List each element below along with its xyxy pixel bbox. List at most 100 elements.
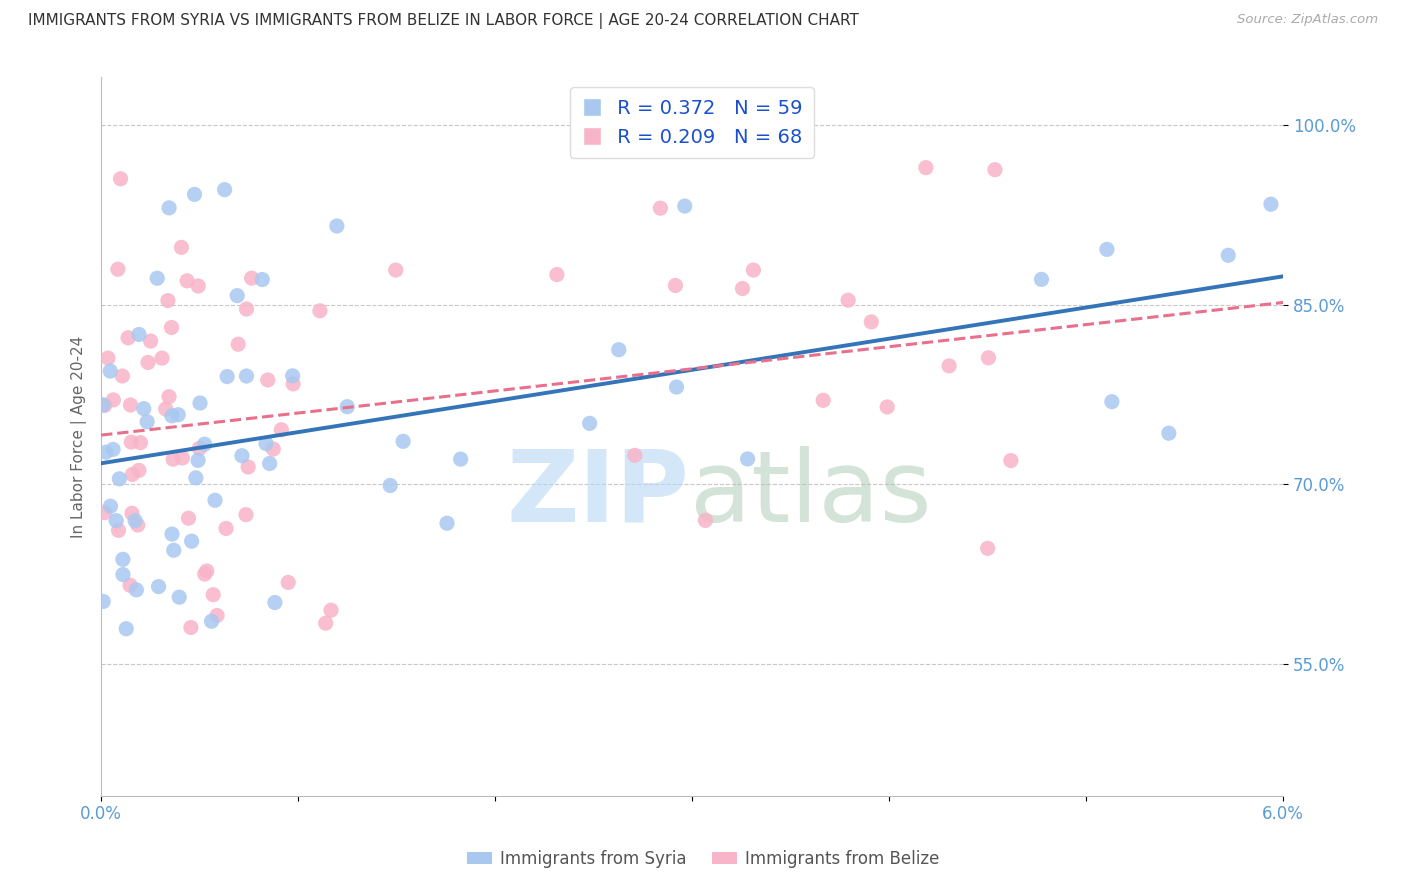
Point — [91, 398, 114, 412]
Point — [120, 578, 142, 592]
Point — [177, 511, 200, 525]
Point — [100, 500, 122, 514]
Point — [1031, 272, 1053, 286]
Point — [731, 281, 754, 295]
Point — [160, 527, 183, 541]
Point — [107, 524, 129, 538]
Point — [111, 552, 134, 566]
Point — [160, 409, 183, 423]
Point — [281, 368, 304, 383]
Point — [876, 400, 898, 414]
Point — [163, 543, 186, 558]
Point — [128, 463, 150, 477]
Point — [217, 369, 239, 384]
Point — [235, 301, 257, 316]
Point — [384, 263, 406, 277]
Point — [695, 513, 717, 527]
Point — [319, 603, 342, 617]
Point — [277, 575, 299, 590]
Point — [121, 467, 143, 482]
Point — [1260, 197, 1282, 211]
Point — [157, 201, 180, 215]
Point — [157, 390, 180, 404]
Point — [111, 567, 134, 582]
Point — [127, 518, 149, 533]
Point — [91, 594, 114, 608]
Point — [1218, 248, 1240, 262]
Legend:  R = 0.372   N = 59,  R = 0.209   N = 68: R = 0.372 N = 59, R = 0.209 N = 68 — [569, 87, 814, 158]
Point — [204, 493, 226, 508]
Point — [155, 401, 177, 416]
Point — [108, 472, 131, 486]
Point — [281, 376, 304, 391]
Point — [270, 423, 292, 437]
Point — [97, 351, 120, 365]
Point — [546, 268, 568, 282]
Point — [837, 293, 859, 308]
Point — [148, 580, 170, 594]
Point — [309, 303, 332, 318]
Point — [107, 262, 129, 277]
Point — [578, 417, 600, 431]
Point — [984, 162, 1007, 177]
Point — [167, 590, 190, 604]
Point — [235, 369, 257, 384]
Point — [238, 460, 260, 475]
Point — [205, 608, 228, 623]
Point — [200, 614, 222, 628]
Text: ZIP: ZIP — [506, 446, 689, 542]
Point — [226, 337, 249, 351]
Point — [264, 595, 287, 609]
Point — [176, 274, 198, 288]
Point — [136, 355, 159, 369]
Point — [194, 567, 217, 582]
Point — [160, 320, 183, 334]
Point — [139, 334, 162, 348]
Point — [240, 271, 263, 285]
Point — [105, 514, 128, 528]
Point — [624, 449, 647, 463]
Point — [121, 506, 143, 520]
Point — [187, 279, 209, 293]
Point — [231, 449, 253, 463]
Point — [737, 451, 759, 466]
Point — [117, 331, 139, 345]
Point — [254, 436, 277, 450]
Point — [136, 415, 159, 429]
Point — [262, 442, 284, 456]
Point — [742, 263, 765, 277]
Point — [1157, 426, 1180, 441]
Point — [180, 534, 202, 549]
Point — [183, 187, 205, 202]
Point — [103, 392, 125, 407]
Y-axis label: In Labor Force | Age 20-24: In Labor Force | Age 20-24 — [72, 335, 87, 538]
Point — [256, 373, 278, 387]
Point — [94, 445, 117, 459]
Point — [977, 351, 1000, 365]
Point — [194, 437, 217, 451]
Point — [129, 435, 152, 450]
Point — [915, 161, 938, 175]
Point — [607, 343, 630, 357]
Point — [120, 435, 142, 450]
Point — [120, 398, 142, 412]
Point — [93, 506, 115, 520]
Point — [146, 271, 169, 285]
Point — [98, 364, 121, 378]
Point — [202, 588, 225, 602]
Text: IMMIGRANTS FROM SYRIA VS IMMIGRANTS FROM BELIZE IN LABOR FORCE | AGE 20-24 CORRE: IMMIGRANTS FROM SYRIA VS IMMIGRANTS FROM… — [28, 13, 859, 29]
Point — [226, 288, 249, 302]
Point — [976, 541, 998, 556]
Point — [450, 452, 472, 467]
Point — [336, 400, 359, 414]
Point — [215, 521, 238, 535]
Point — [235, 508, 257, 522]
Point — [326, 219, 349, 233]
Point — [115, 622, 138, 636]
Point — [938, 359, 960, 373]
Point — [860, 315, 883, 329]
Legend: Immigrants from Syria, Immigrants from Belize: Immigrants from Syria, Immigrants from B… — [460, 844, 946, 875]
Point — [101, 442, 124, 457]
Point — [673, 199, 696, 213]
Point — [214, 183, 236, 197]
